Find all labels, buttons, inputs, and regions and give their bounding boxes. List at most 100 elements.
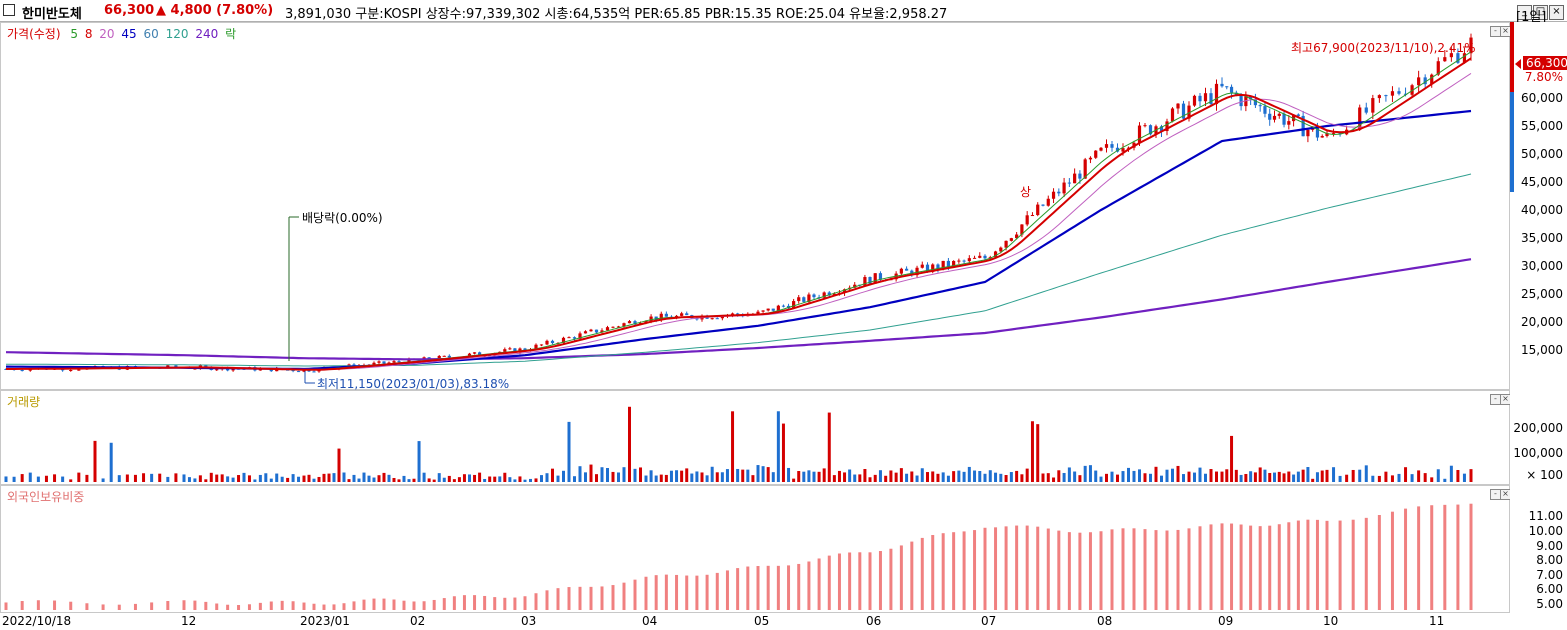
volume-bar [117, 475, 121, 482]
volume-bar [44, 475, 48, 482]
candle-body [69, 369, 73, 371]
candle-body [488, 355, 492, 357]
candle-body [28, 369, 32, 371]
volume-bar [1187, 471, 1191, 482]
legend-item-price[interactable]: 가격(수정) [7, 27, 61, 41]
current-price-tag: 66,300 [1523, 56, 1567, 70]
candle-body [1249, 96, 1253, 100]
foreign-bar [746, 566, 750, 610]
volume-bar [1004, 475, 1008, 482]
volume-bar [280, 476, 284, 482]
volume-bar [28, 472, 32, 482]
volume-bar [1062, 472, 1066, 482]
volume-bar [1390, 475, 1394, 482]
candle-body [513, 348, 517, 353]
volume-bar [994, 472, 998, 482]
candle-body [174, 365, 178, 368]
legend-item-ma45[interactable]: 45 [121, 27, 137, 41]
volume-bar [1287, 471, 1291, 482]
volume-bar [878, 470, 882, 482]
foreign-bar [204, 601, 208, 610]
volume-bar [884, 475, 888, 482]
volume-bar [957, 470, 961, 482]
volume-chart[interactable] [1, 391, 1509, 484]
volume-bar [1311, 478, 1315, 482]
legend-item-ma5[interactable]: 5 [70, 27, 78, 41]
volume-bar [437, 473, 441, 482]
candle-body [978, 255, 982, 258]
ma20-line [6, 72, 1472, 370]
candle-body [567, 337, 571, 339]
foreign-bar [483, 595, 487, 610]
price-tick: 55,000 [1521, 119, 1563, 133]
candle-body [1315, 126, 1320, 138]
volume-bar [962, 471, 966, 482]
period-selector[interactable]: [1일] [1516, 10, 1547, 25]
foreign-bar [889, 548, 893, 610]
volume-bar [973, 470, 977, 482]
volume-bar [1105, 473, 1108, 482]
volume-bar [863, 468, 867, 482]
minimize-icon[interactable]: _ [1517, 5, 1532, 20]
volume-bar [1067, 467, 1071, 482]
candle-body [20, 370, 24, 372]
foreign-ratio-chart[interactable] [1, 486, 1509, 612]
foreign-bar [432, 599, 436, 610]
maximize-icon[interactable]: □ [1533, 5, 1548, 20]
legend-item-ma20[interactable]: 20 [99, 27, 115, 41]
candle-body [1301, 115, 1305, 137]
foreign-bar [962, 531, 966, 610]
foreign-bar [1430, 505, 1434, 610]
foreign-bar [1057, 530, 1061, 610]
volume-bar [1345, 474, 1349, 482]
candle-body [1430, 74, 1434, 85]
volume-bar [1351, 469, 1355, 482]
price-chart[interactable] [1, 23, 1509, 389]
foreign-bar [736, 568, 740, 610]
candle-body [1025, 215, 1029, 225]
candle-body [1170, 108, 1175, 122]
candle-body [633, 321, 637, 325]
candle-body [611, 326, 615, 328]
volume-bar [503, 472, 507, 482]
legend-item-dividend[interactable]: 락 [225, 27, 237, 41]
close-icon[interactable]: × [1549, 5, 1564, 20]
foreign-bar [280, 600, 284, 610]
foreign-legend[interactable]: 외국인보유비중 [7, 490, 85, 504]
legend-item-ma120[interactable]: 120 [165, 27, 189, 41]
candle-body [1057, 191, 1061, 194]
legend-item-ma60[interactable]: 60 [143, 27, 159, 41]
candle-body [1272, 115, 1277, 120]
volume-bar [347, 479, 351, 482]
candle-body [1073, 173, 1077, 184]
volume-bar [843, 472, 847, 482]
volume-bar [664, 474, 668, 482]
volume-bar [894, 472, 898, 482]
foreign-bar [756, 566, 760, 610]
volume-bar [36, 476, 40, 482]
candle-body [392, 361, 396, 363]
volume-bar [1083, 465, 1087, 482]
foreign-bar [182, 600, 186, 610]
volume-bar [432, 479, 436, 482]
legend-item-ma240[interactable]: 240 [195, 27, 219, 41]
candle-body [649, 316, 653, 322]
candle-body [1331, 132, 1336, 134]
volume-bar [158, 473, 162, 482]
volume-bar [573, 476, 576, 482]
volume-legend[interactable]: 거래량 [7, 395, 41, 409]
volume-bar [545, 473, 549, 482]
candle-body [1067, 182, 1071, 184]
volume-bar [787, 467, 791, 482]
select-checkbox[interactable] [3, 4, 15, 16]
candle-body [1410, 85, 1414, 95]
foreign-bar [1364, 517, 1368, 610]
volume-bar [1358, 469, 1362, 482]
candle-body [756, 311, 760, 315]
candle-body [1078, 173, 1082, 179]
legend-item-ma8[interactable]: 8 [84, 27, 93, 41]
volume-bar [999, 473, 1003, 482]
volume-bar [807, 470, 811, 482]
candle-body [1462, 53, 1467, 63]
volume-bar [291, 474, 295, 482]
